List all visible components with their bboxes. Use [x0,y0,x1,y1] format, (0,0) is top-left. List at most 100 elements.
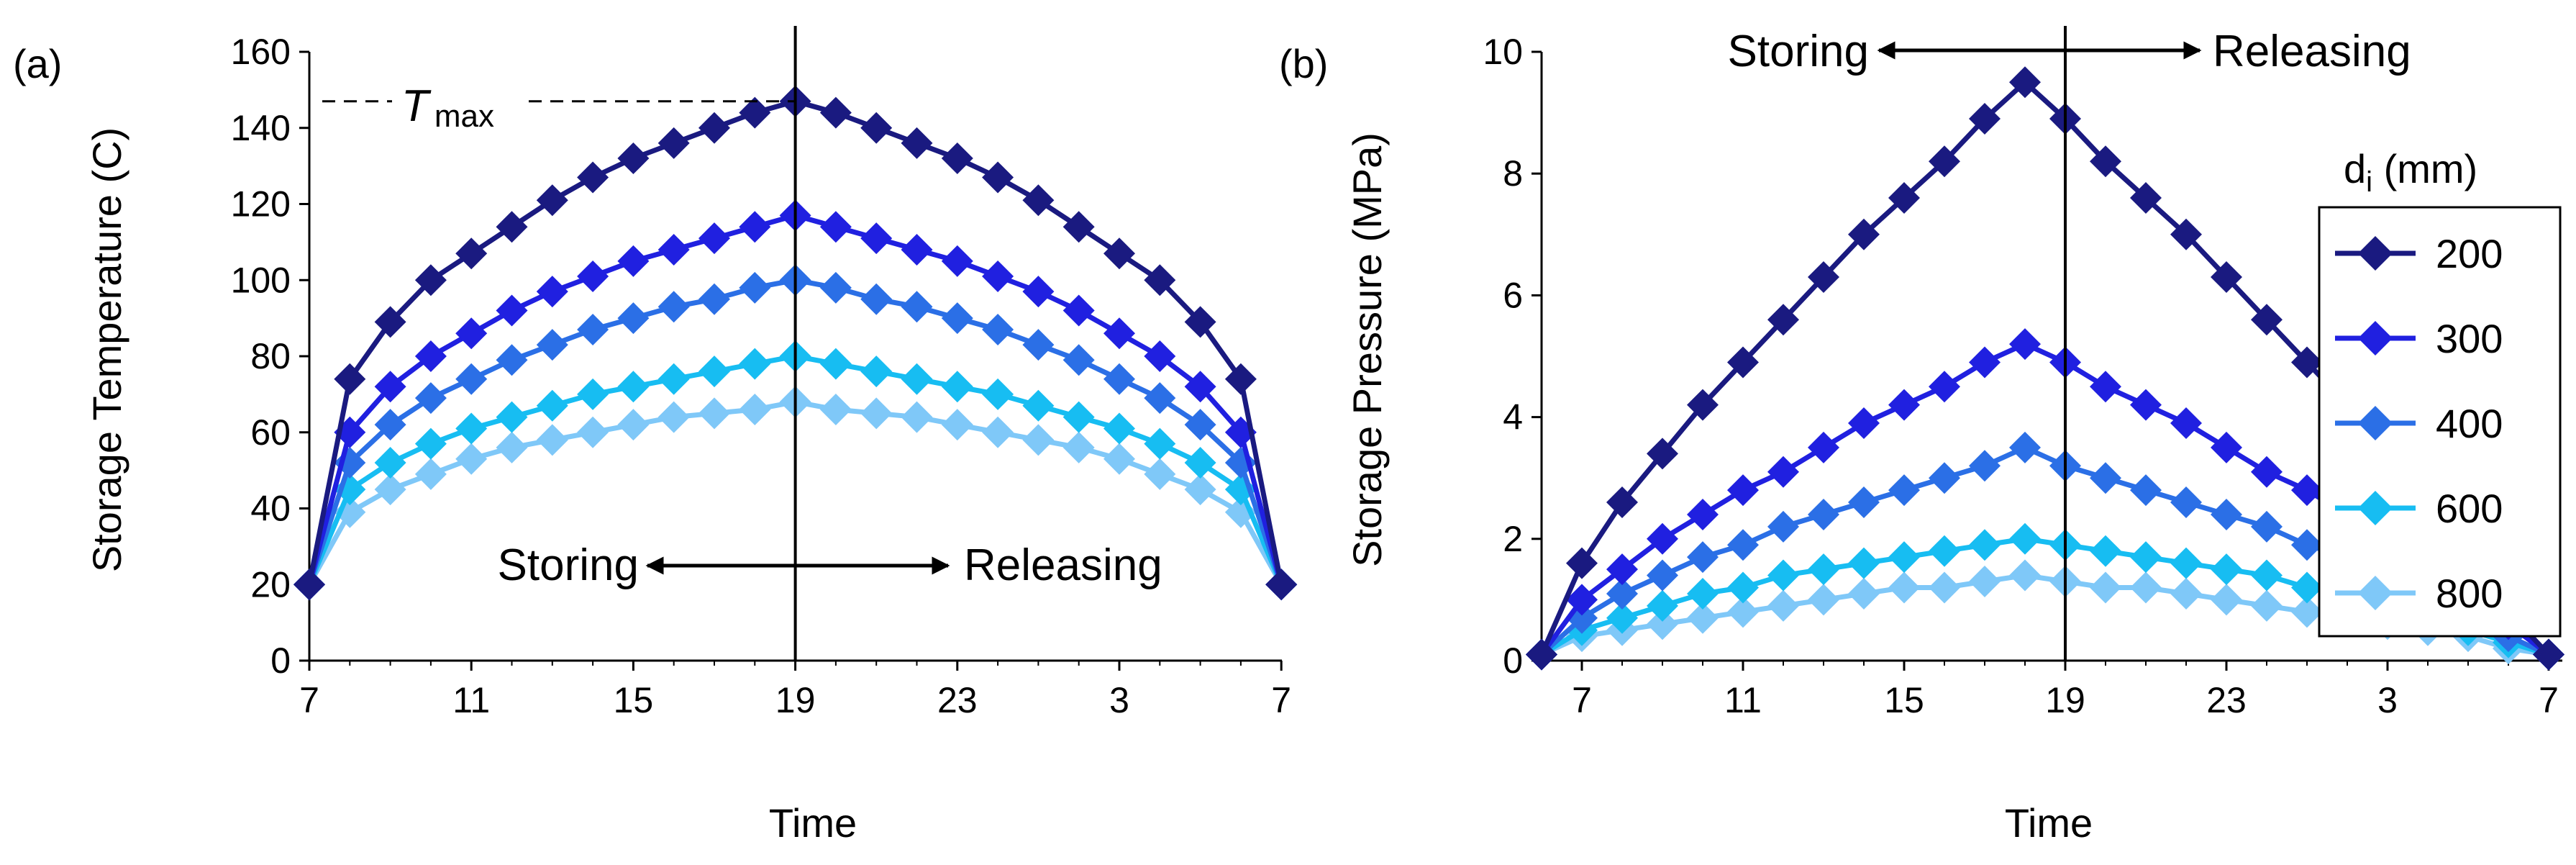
panel-a-series-300-point-14 [860,222,893,255]
panel-b-series-600-point-10 [1929,535,1960,567]
panel-a-series-600-point-5 [496,401,528,433]
panel-a-series-800-point-10 [698,397,730,430]
panel-b-series-200-point-11 [1969,103,2001,135]
legend-item-200-label: 200 [2436,231,2503,276]
panel-a-series-200-point-4 [455,237,488,270]
panel-a-y-tick-label-4: 80 [250,336,291,376]
panel-b-series-600-point-2 [1606,602,1638,634]
panel-a-series-200-point-6 [536,184,568,217]
panel-a-series-400-point-6 [536,329,568,361]
panel-b-x-tick-label-1: 11 [1724,680,1762,720]
panel-a-x-tick-label-0: 7 [299,680,319,720]
panel-b-series-200-point-12 [2009,66,2041,99]
panel-a-series-300-point-6 [536,276,568,308]
panel-a-series-800-point-22 [1184,474,1216,506]
panel-b-label: (b) [1279,41,1328,86]
panel-a-x-tick-label-4: 23 [937,680,978,720]
panel-a-series-300-point-2 [374,371,406,403]
panel-a-series-600-point-18 [1022,389,1055,422]
panel-b-series-600-point-12 [2009,522,2041,555]
panel-a-y-tick-label-7: 140 [231,108,291,148]
panel-a-series-400-point-9 [657,291,690,323]
panel-a-y-tick-label-1: 20 [250,564,291,604]
panel-a-series-400-point-7 [577,313,609,345]
panel-a-series-200-point-8 [617,142,650,175]
panel-b-series-800 [1526,559,2564,671]
panel-a-series-800-point-19 [1062,431,1095,463]
panel-a-x-tick-label-5: 3 [1109,680,1129,720]
panel-b-series-400-point-2 [1606,577,1638,610]
panel-a-series-800-point-18 [1022,424,1055,456]
panel-b-series-300-point-17 [2211,431,2242,463]
panel-b-y-ticks: 0 2 4 6 8 10 [1483,32,1542,681]
panel-a-y-tick-label-6: 120 [231,184,291,225]
panel-b-series-400-point-17 [2211,498,2242,530]
panel-a-series-800-point-4 [455,443,488,475]
legend-item-300-label: 300 [2436,316,2503,361]
panel-b-series-600-point-6 [1767,559,1799,592]
panel-b-series-300-point-12 [2009,328,2041,361]
panel-b-x-tick-label-3: 19 [2045,680,2085,720]
panel-b-series-800-point-9 [1888,571,1920,604]
panel-a-series-600-point-10 [698,355,730,388]
panel-b-series-600-point-16 [2170,547,2202,579]
panel-a-series-300-point-20 [1103,317,1135,350]
panel-a-series-200-point-22 [1184,306,1216,338]
panel-a-series-200-point-21 [1144,264,1176,296]
panel-a-x-ticks: 7 11 15 19 23 3 7 [299,661,1291,720]
panel-a-series-600-point-19 [1062,401,1095,433]
panel-a-series-200-point-16 [941,142,973,175]
panel-a-series-400-point-4 [455,363,488,395]
panel-b: (b) 0 2 4 6 8 10 7 11 15 19 23 3 7 Storing Releasin… [1279,26,2564,846]
panel-a-series-800-point-16 [941,409,973,441]
panel-b-series-300-point-3 [1647,522,1678,555]
panel-a-series-400-point-15 [901,291,933,323]
panel-a-series-300-point-3 [414,340,447,372]
legend-item-400-label: 400 [2436,401,2503,446]
panel-b-x-axis-title: Time [2005,800,2093,846]
panel-b-series-300-point-11 [1969,346,2001,379]
panel-a-series-300-point-11 [739,211,771,243]
panel-a-storing-label: Storing [498,540,639,590]
panel-a-series-200-point-5 [496,211,528,243]
panel-b-series-200-point-14 [2090,145,2121,178]
panel-b-series-300-point-16 [2170,407,2202,440]
panel-b-y-tick-label-2: 4 [1503,397,1523,438]
panel-b-x-tick-label-5: 3 [2377,680,2398,720]
panel-b-series-800-point-6 [1767,589,1799,622]
panel-b-x-tick-label-4: 23 [2206,680,2247,720]
panel-a-series-300-point-5 [496,294,528,327]
panel-b-series-300-point-18 [2251,456,2283,488]
panel-a-series-400-point-14 [860,283,893,315]
panel-b-series-400-point-10 [1929,462,1960,494]
panel-a-series-800-point-11 [739,394,771,426]
panel-a-y-tick-label-2: 40 [250,489,291,529]
panel-b-series-200-point-6 [1767,304,1799,336]
panel-b-series-400-point-14 [2090,462,2121,494]
panel-b-series-600-point-11 [1969,529,2001,561]
panel-a-series-300-point-18 [1022,276,1055,308]
legend-item-400: 400 [2335,401,2503,446]
panel-b-series-200-point-8 [1848,218,1880,250]
panel-b-series-400-point-15 [2130,474,2162,507]
panel-a-series-200-point-1 [334,363,366,395]
panel-a-series-600-point-22 [1184,447,1216,479]
panel-a-series-200-point-15 [901,127,933,159]
panel-a-series-300-point-17 [982,260,1014,292]
panel-a-y-ticks: 0 20 40 60 80 100 120 140 160 [231,32,309,681]
panel-b-series-300-point-15 [2130,389,2162,421]
panel-b-series-400-point-9 [1888,474,1920,507]
panel-b-series-300-point-7 [1808,431,1839,463]
panel-a-series-800-point-14 [860,397,893,430]
panel-a-series-600-point-8 [617,371,650,403]
panel-b-y-tick-label-1: 2 [1503,519,1523,559]
panel-a-series-400-point-2 [374,409,406,441]
legend-item-200-marker [2358,236,2393,271]
panel-b-series-600-point-7 [1808,553,1839,586]
panel-a-series-800-point-5 [496,431,528,463]
panel-b-series-800-point-18 [2251,589,2283,622]
panel-a-series-600-point-3 [414,427,447,460]
